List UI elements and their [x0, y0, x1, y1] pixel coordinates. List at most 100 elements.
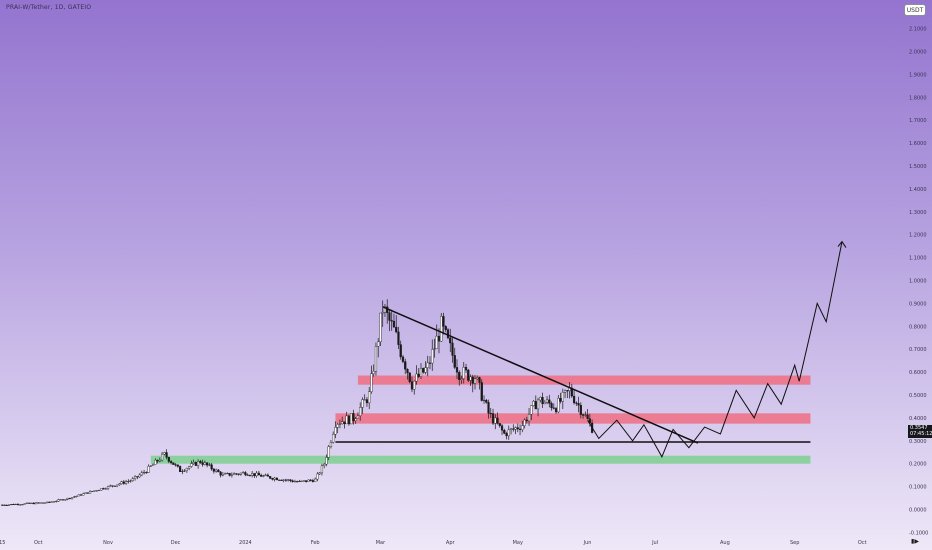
candle-27 — [61, 499, 65, 501]
candle-132 — [298, 479, 301, 483]
x-tick-label: Aug — [720, 540, 730, 546]
x-tick-label: Sep — [790, 540, 799, 546]
candle-50 — [113, 485, 116, 487]
candle-66 — [149, 465, 152, 467]
candle-202 — [455, 359, 459, 379]
candle-225 — [507, 425, 510, 440]
candle-90 — [203, 460, 206, 466]
currency-button[interactable]: USDT — [904, 4, 926, 16]
candle-108 — [244, 471, 247, 477]
candle-93 — [210, 463, 213, 471]
candle-115 — [260, 473, 263, 477]
y-tick-label: 2.0000 — [909, 50, 927, 56]
candle-144 — [325, 454, 328, 467]
candle-114 — [257, 470, 260, 476]
candle-185 — [417, 368, 420, 379]
y-tick-label: 0.9000 — [909, 301, 927, 307]
last-price-value: 0.3547 — [910, 425, 928, 431]
candle-239 — [539, 396, 542, 403]
candle-53 — [120, 480, 123, 485]
candle-254 — [572, 389, 576, 405]
candle-12 — [28, 502, 31, 504]
candle-190 — [428, 356, 432, 370]
candle-210 — [473, 375, 477, 390]
candle-141 — [318, 472, 321, 475]
candle-199 — [449, 328, 452, 353]
candle-44 — [100, 488, 103, 491]
last-price-tag: 0.3547 07:45:12 — [908, 425, 932, 438]
candle-182 — [410, 376, 414, 393]
candle-137 — [309, 479, 312, 482]
candle-203 — [458, 370, 461, 386]
candle-230 — [518, 424, 522, 436]
candle-196 — [442, 312, 445, 335]
candle-82 — [185, 467, 188, 473]
y-tick-label: -0.1000 — [909, 530, 928, 536]
candle-140 — [316, 472, 319, 482]
candle-128 — [289, 479, 292, 483]
y-tick-label: 0.7000 — [909, 347, 927, 353]
candle-214 — [482, 395, 486, 404]
candle-147 — [332, 431, 335, 444]
x-tick-label: Feb — [311, 540, 320, 546]
candle-47 — [106, 485, 110, 491]
candle-25 — [57, 498, 60, 502]
candle-58 — [131, 476, 134, 482]
candle-96 — [217, 468, 220, 473]
x-tick-label: Mar — [376, 540, 386, 546]
candle-125 — [282, 479, 285, 483]
candle-38 — [86, 492, 89, 494]
candle-104 — [235, 473, 238, 476]
candle-213 — [480, 379, 483, 402]
candle-209 — [471, 374, 474, 393]
candle-29 — [66, 497, 69, 501]
candle-216 — [487, 399, 490, 419]
y-tick-label: 0.8000 — [909, 324, 927, 330]
candle-235 — [530, 405, 533, 421]
candle-57 — [129, 479, 132, 483]
candle-169 — [381, 300, 384, 327]
candle-69 — [156, 459, 159, 464]
candle-105 — [237, 473, 240, 476]
candle-113 — [255, 470, 258, 478]
candle-236 — [532, 400, 535, 407]
candle-76 — [172, 462, 175, 465]
y-tick-label: 0.4000 — [909, 416, 927, 422]
candle-222 — [500, 423, 504, 436]
x-tick-label: Jun — [583, 540, 592, 546]
candle-244 — [550, 401, 553, 411]
candle-195 — [440, 312, 443, 342]
candle-101 — [228, 472, 231, 477]
candle-163 — [368, 387, 371, 410]
candle-159 — [359, 402, 362, 421]
x-tick-label: Dec — [171, 540, 181, 546]
candle-162 — [365, 397, 369, 407]
y-tick-label: 1.3000 — [909, 210, 927, 216]
candle-142 — [320, 463, 324, 476]
candle-138 — [311, 478, 315, 483]
candle-205 — [462, 362, 465, 384]
candle-70 — [158, 457, 161, 463]
candle-238 — [536, 397, 540, 417]
candle-221 — [498, 423, 501, 428]
candle-91 — [206, 462, 209, 468]
candle-218 — [491, 408, 495, 426]
candle-148 — [334, 421, 337, 439]
candle-177 — [399, 340, 402, 360]
y-tick-label: 0.1000 — [909, 485, 927, 491]
candle-129 — [291, 479, 294, 483]
candle-152 — [343, 421, 346, 429]
candle-249 — [561, 388, 564, 410]
candle-11 — [25, 502, 29, 504]
candle-119 — [269, 476, 272, 480]
candle-212 — [478, 376, 481, 390]
candle-237 — [534, 395, 537, 410]
candle-133 — [300, 480, 303, 483]
candle-106 — [239, 472, 242, 476]
candle-126 — [284, 478, 288, 482]
candle-234 — [527, 407, 531, 426]
candle-122 — [275, 477, 279, 481]
candle-45 — [102, 487, 105, 490]
candle-16 — [37, 502, 40, 504]
